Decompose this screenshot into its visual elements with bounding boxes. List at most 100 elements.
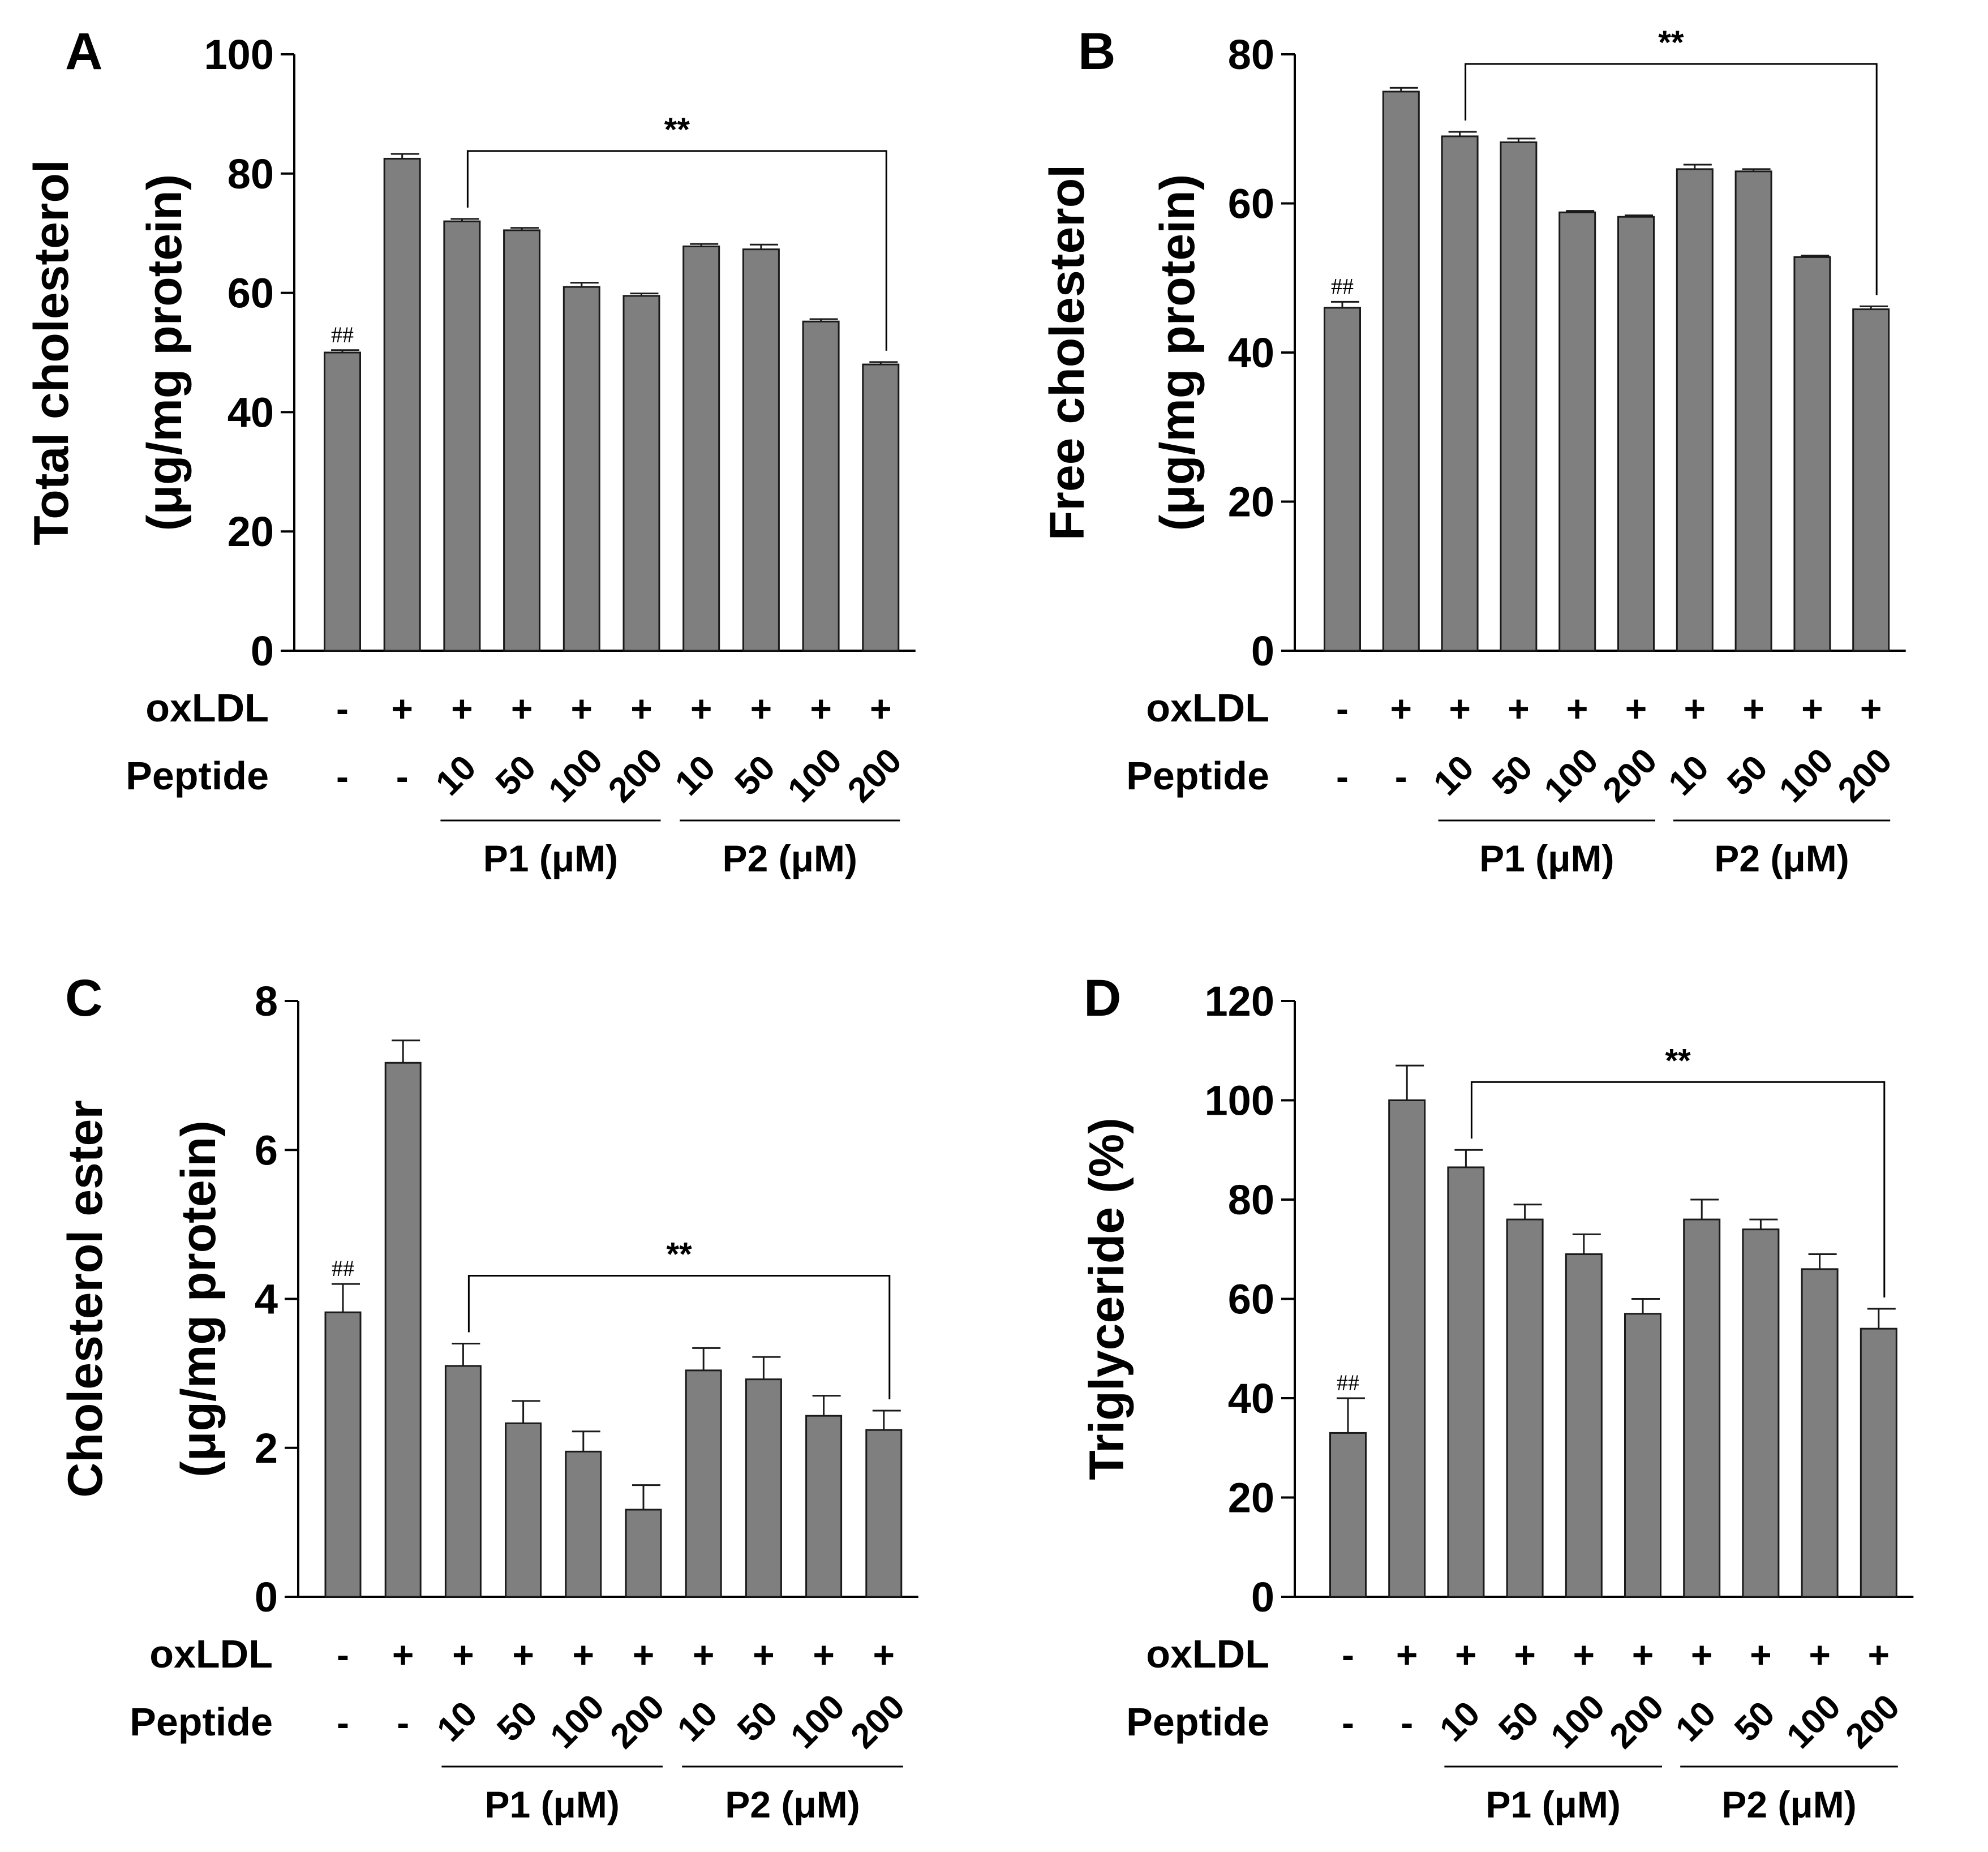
oxldl-condition: + bbox=[693, 1634, 715, 1675]
y-tick-label: 40 bbox=[1228, 329, 1274, 376]
oxldl-condition: + bbox=[1632, 1634, 1654, 1675]
oxldl-condition: + bbox=[451, 687, 473, 729]
group-label: P1 (μM) bbox=[1486, 1784, 1621, 1825]
y-tick-label: 60 bbox=[227, 270, 274, 317]
bar bbox=[1852, 308, 1890, 652]
oxldl-condition: + bbox=[392, 1634, 414, 1675]
oxldl-condition: - bbox=[1342, 1634, 1354, 1675]
peptide-row-label: Peptide bbox=[1126, 1700, 1269, 1744]
peptide-condition: - bbox=[337, 1701, 349, 1743]
y-tick-label: 120 bbox=[1205, 978, 1274, 1025]
panel-letter: A bbox=[65, 23, 102, 80]
y-tick-label: 80 bbox=[1228, 1176, 1274, 1223]
oxldl-condition: + bbox=[753, 1634, 775, 1675]
bar bbox=[384, 1062, 422, 1598]
oxldl-condition: + bbox=[1449, 687, 1471, 729]
bar bbox=[865, 1429, 903, 1598]
oxldl-condition: + bbox=[1508, 687, 1530, 729]
oxldl-condition: + bbox=[1684, 687, 1706, 729]
bar bbox=[443, 220, 481, 652]
oxldl-row-label: oxLDL bbox=[1146, 1632, 1269, 1676]
oxldl-condition: + bbox=[1750, 1634, 1772, 1675]
y-tick-label: 20 bbox=[1228, 1475, 1274, 1522]
group-label: P2 (μM) bbox=[1714, 837, 1849, 879]
oxldl-condition: + bbox=[1573, 1634, 1595, 1675]
oxldl-condition: + bbox=[1455, 1634, 1477, 1675]
oxldl-row-label: oxLDL bbox=[1146, 686, 1269, 730]
oxldl-condition: + bbox=[630, 687, 652, 729]
group-label: P1 (μM) bbox=[485, 1784, 620, 1825]
bar bbox=[1683, 1218, 1721, 1598]
y-tick-label: 0 bbox=[251, 628, 274, 674]
panel-letter: C bbox=[65, 969, 102, 1027]
bar bbox=[742, 248, 780, 652]
y-tick-label: 40 bbox=[227, 389, 274, 436]
bar bbox=[682, 245, 720, 652]
oxldl-condition: + bbox=[1742, 687, 1764, 729]
significance-label: ** bbox=[1658, 24, 1684, 61]
bar bbox=[685, 1369, 722, 1598]
panel-letter: D bbox=[1084, 969, 1121, 1027]
peptide-condition: - bbox=[1342, 1701, 1354, 1743]
control-significance-marker: ## bbox=[1337, 1370, 1359, 1395]
peptide-condition: - bbox=[1401, 1701, 1413, 1743]
bar bbox=[1500, 141, 1538, 652]
significance-bracket bbox=[466, 150, 887, 351]
bar bbox=[625, 1509, 662, 1598]
bar bbox=[1506, 1218, 1544, 1598]
bar bbox=[1801, 1268, 1839, 1598]
panel-D: D 0 20 40 60 80 100 120 Triglyceride (%) ## ** oxLD… bbox=[1080, 969, 1914, 1825]
peptide-condition: - bbox=[397, 1701, 409, 1743]
oxldl-condition: + bbox=[391, 687, 413, 729]
oxldl-condition: + bbox=[452, 1634, 474, 1675]
oxldl-condition: + bbox=[690, 687, 712, 729]
panel-B: B 0 20 40 60 80 Free cholesterol (μg/mg protein… bbox=[1040, 23, 1906, 879]
oxldl-condition: + bbox=[571, 687, 593, 729]
bar bbox=[1734, 170, 1772, 652]
oxldl-condition: + bbox=[750, 687, 772, 729]
y-tick-label: 20 bbox=[1228, 479, 1274, 526]
oxldl-condition: + bbox=[1809, 1634, 1831, 1675]
oxldl-condition: + bbox=[1390, 687, 1412, 729]
oxldl-condition: + bbox=[1514, 1634, 1536, 1675]
group-label: P1 (μM) bbox=[1479, 837, 1614, 879]
group-label: P2 (μM) bbox=[725, 1784, 860, 1825]
significance-bracket bbox=[467, 1274, 891, 1399]
bar bbox=[1617, 216, 1655, 652]
peptide-row-label: Peptide bbox=[1126, 754, 1269, 798]
oxldl-row-label: oxLDL bbox=[149, 1632, 273, 1676]
bar bbox=[1329, 1432, 1367, 1598]
significance-label: ** bbox=[664, 111, 690, 148]
peptide-condition: - bbox=[1395, 755, 1407, 797]
oxldl-condition: + bbox=[870, 687, 892, 729]
significance-label: ** bbox=[667, 1236, 693, 1273]
y-tick-label: 100 bbox=[204, 31, 274, 78]
y-axis-title: Triglyceride (%) bbox=[1080, 1118, 1134, 1480]
oxldl-condition: + bbox=[1566, 687, 1588, 729]
bar bbox=[383, 157, 421, 652]
bar bbox=[802, 320, 840, 652]
y-tick-label: 0 bbox=[1251, 628, 1274, 674]
control-significance-marker: ## bbox=[332, 1256, 354, 1281]
oxldl-condition: + bbox=[1396, 1634, 1418, 1675]
peptide-row-label: Peptide bbox=[130, 1700, 273, 1744]
peptide-condition: - bbox=[396, 755, 409, 797]
oxldl-condition: + bbox=[1868, 1634, 1890, 1675]
oxldl-condition: + bbox=[1625, 687, 1647, 729]
bar bbox=[444, 1365, 482, 1598]
bar bbox=[1388, 1099, 1426, 1598]
oxldl-condition: + bbox=[813, 1634, 835, 1675]
oxldl-condition: + bbox=[873, 1634, 895, 1675]
y-tick-label: 20 bbox=[227, 508, 274, 555]
oxldl-condition: - bbox=[336, 687, 349, 729]
bar bbox=[1860, 1327, 1897, 1598]
group-label: P2 (μM) bbox=[1721, 1784, 1856, 1825]
bar bbox=[1565, 1253, 1603, 1598]
control-significance-marker: ## bbox=[331, 322, 354, 347]
oxldl-condition: + bbox=[633, 1634, 655, 1675]
peptide-condition: - bbox=[1336, 755, 1349, 797]
bar bbox=[1793, 256, 1831, 652]
y-axis-title-line-1: Total cholesterol bbox=[24, 160, 79, 545]
significance-label: ** bbox=[1665, 1042, 1691, 1079]
bar bbox=[503, 229, 541, 652]
